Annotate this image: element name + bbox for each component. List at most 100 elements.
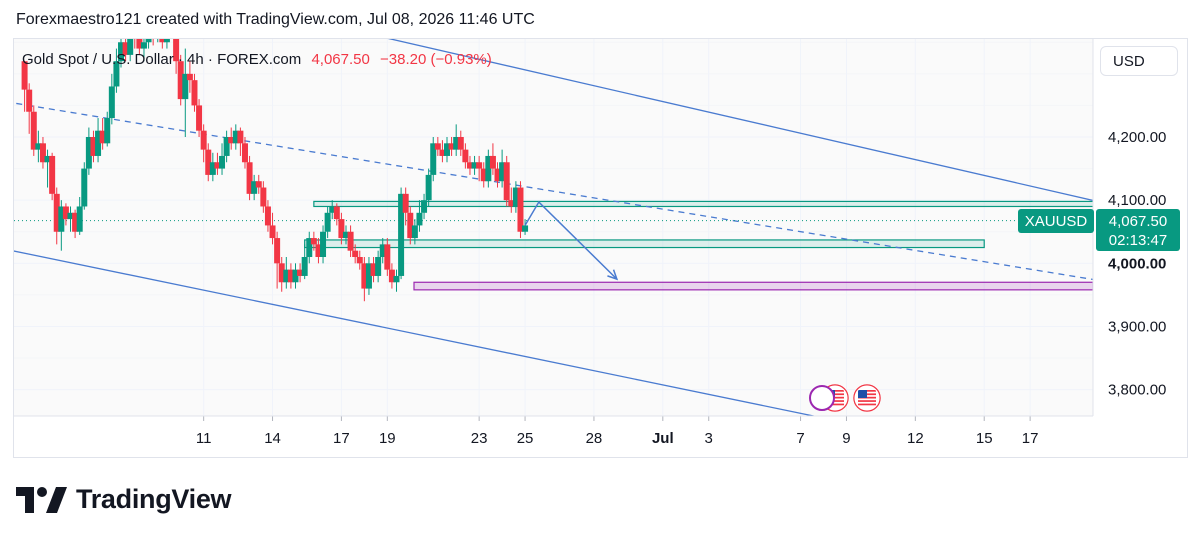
candle-body bbox=[471, 162, 478, 169]
x-tick-label: 17 bbox=[1022, 430, 1039, 447]
candle-body bbox=[384, 244, 391, 270]
channel-upper-line bbox=[387, 39, 1093, 202]
candle-body bbox=[214, 162, 221, 169]
candle-body bbox=[287, 269, 294, 283]
candles bbox=[21, 11, 529, 302]
candle-body bbox=[379, 244, 386, 258]
x-tick-label: Jul bbox=[652, 430, 674, 447]
candle-body bbox=[283, 269, 290, 283]
zones bbox=[304, 200, 1093, 291]
candle-body bbox=[489, 155, 496, 169]
event-ring bbox=[809, 385, 835, 411]
candle-body bbox=[365, 263, 372, 289]
candle bbox=[471, 155, 478, 175]
candle-body bbox=[522, 225, 529, 232]
projection-path bbox=[524, 200, 618, 280]
zone-upper-resistance bbox=[313, 200, 1093, 208]
candle-body bbox=[49, 155, 56, 194]
tradingview-logo-text: TradingView bbox=[76, 484, 232, 514]
candle-body bbox=[347, 231, 354, 251]
candle-body bbox=[232, 130, 239, 144]
x-tick-label: 9 bbox=[842, 430, 850, 447]
chart-credit: Forexmaestro121 created with TradingView… bbox=[16, 11, 535, 28]
candle bbox=[453, 124, 460, 156]
candle-body bbox=[159, 39, 166, 43]
candle bbox=[457, 130, 464, 156]
candle-body bbox=[35, 143, 42, 150]
candle-body bbox=[81, 168, 88, 207]
candle-body bbox=[26, 89, 33, 112]
candle bbox=[347, 225, 354, 258]
candle-body bbox=[72, 212, 79, 232]
candle-body bbox=[44, 155, 51, 163]
candle bbox=[287, 263, 294, 289]
candle bbox=[95, 118, 102, 163]
candle bbox=[352, 244, 359, 264]
candle-body bbox=[269, 225, 276, 239]
candle-body bbox=[476, 162, 483, 169]
channel-mid-dashed-line bbox=[14, 102, 1093, 281]
candle-body bbox=[140, 42, 147, 49]
tradingview-logo-icon bbox=[16, 486, 67, 513]
candle-body bbox=[421, 200, 428, 213]
candle-body bbox=[297, 269, 304, 276]
candle-body bbox=[85, 137, 92, 169]
candle bbox=[361, 257, 368, 302]
candle bbox=[297, 263, 304, 283]
projection-arrow-head bbox=[607, 269, 619, 281]
candle bbox=[393, 269, 400, 292]
candle bbox=[72, 209, 79, 239]
candle-body bbox=[448, 143, 455, 150]
candle-body bbox=[402, 193, 409, 213]
candle bbox=[342, 225, 349, 245]
candle-body bbox=[163, 39, 170, 43]
flag-stripe bbox=[826, 403, 844, 406]
candle-body bbox=[278, 263, 285, 283]
tradingview-logo[interactable]: TradingView bbox=[16, 484, 232, 515]
candle-body bbox=[320, 231, 327, 258]
candle-body bbox=[329, 206, 336, 213]
candle bbox=[108, 73, 115, 125]
candle-body bbox=[251, 181, 258, 194]
y-axis: 4,200.00 4,100.00 4,000.00 3,900.00 3,800.00 bbox=[1092, 39, 1166, 416]
candle bbox=[228, 127, 235, 150]
candle-body bbox=[301, 257, 308, 276]
candle bbox=[182, 48, 189, 137]
candle bbox=[49, 152, 56, 201]
candle bbox=[508, 187, 515, 213]
candle bbox=[145, 39, 152, 49]
y-tick-label: 3,900.00 bbox=[1108, 318, 1166, 335]
candle-body bbox=[150, 30, 156, 36]
candle bbox=[480, 162, 487, 188]
candle bbox=[127, 39, 134, 62]
channel-lines bbox=[14, 39, 1093, 416]
candle bbox=[169, 11, 175, 36]
ticker-tag bbox=[1018, 209, 1094, 233]
candle-body bbox=[338, 219, 345, 239]
candle bbox=[163, 39, 170, 49]
currency-button[interactable]: USD bbox=[1100, 46, 1178, 76]
candle-body bbox=[76, 206, 83, 232]
candle bbox=[522, 219, 529, 235]
chart-legend: Gold Spot / U.S. Dollar · 4h · FOREX.com… bbox=[22, 51, 492, 68]
candle-body bbox=[127, 39, 134, 55]
candle-body bbox=[430, 143, 437, 175]
candle-body bbox=[457, 137, 464, 150]
candle bbox=[150, 30, 156, 46]
candle bbox=[53, 187, 60, 245]
candle bbox=[462, 143, 469, 169]
candle-body bbox=[480, 168, 487, 182]
candle bbox=[274, 231, 281, 289]
candle bbox=[35, 130, 42, 163]
candle bbox=[310, 231, 317, 251]
candle bbox=[384, 238, 391, 276]
candle-body bbox=[95, 130, 102, 156]
candle bbox=[512, 181, 519, 213]
candle-body bbox=[466, 162, 473, 169]
candle bbox=[398, 187, 405, 280]
candle bbox=[118, 39, 125, 68]
candle-body bbox=[104, 118, 111, 144]
y-tick-label: 4,200.00 bbox=[1108, 129, 1166, 146]
us-flag-icon bbox=[853, 384, 881, 412]
